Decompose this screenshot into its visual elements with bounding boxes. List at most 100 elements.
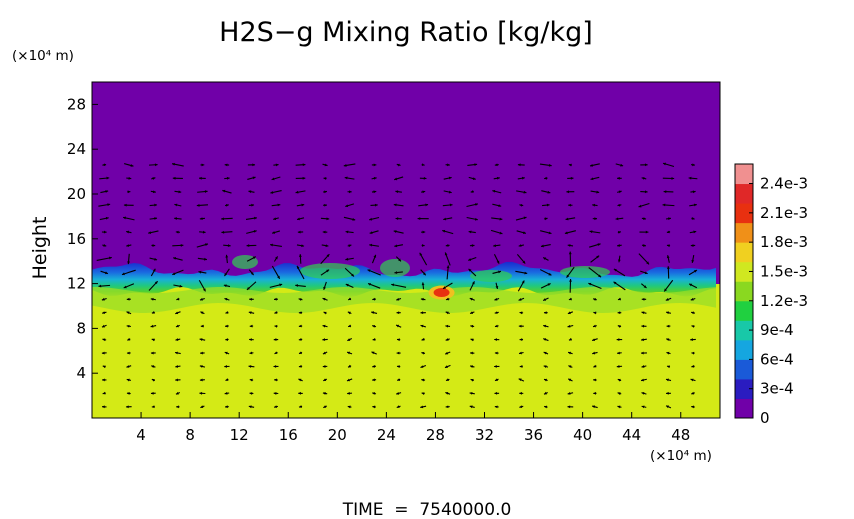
- velocity-arrow-head: [691, 364, 695, 368]
- velocity-arrow-head: [301, 203, 305, 207]
- velocity-arrow-head: [494, 365, 497, 368]
- velocity-arrow-head: [246, 244, 250, 248]
- velocity-arrow-head: [204, 190, 208, 193]
- velocity-arrow-head: [494, 163, 498, 167]
- velocity-arrow-head: [199, 176, 202, 180]
- velocity-arrow-head: [345, 230, 349, 234]
- velocity-arrow-head: [643, 243, 646, 247]
- velocity-arrow-head: [565, 217, 569, 221]
- velocity-arrow-head: [523, 216, 527, 220]
- x-tick-label: 40: [573, 426, 592, 444]
- velocity-arrow-head: [298, 364, 302, 368]
- velocity-arrow-head: [519, 203, 523, 207]
- velocity-arrow-head: [351, 273, 355, 277]
- velocity-arrow-head: [395, 190, 399, 194]
- colorbar-label: 1.5e-3: [760, 262, 808, 280]
- velocity-arrow-head: [249, 351, 253, 355]
- velocity-arrow-head: [469, 391, 473, 395]
- velocity-arrow-head: [617, 378, 621, 382]
- velocity-arrow-head: [175, 338, 179, 341]
- velocity-arrow-head: [151, 405, 155, 409]
- velocity-arrow-head: [443, 217, 447, 221]
- y-tick-label: 12: [67, 275, 86, 293]
- velocity-arrow-head: [248, 190, 252, 194]
- velocity-arrow-head: [398, 258, 401, 262]
- velocity-arrow-head: [102, 365, 106, 369]
- velocity-arrow-head: [373, 254, 377, 258]
- velocity-arrow-head: [665, 378, 669, 382]
- velocity-arrow-head: [371, 311, 375, 315]
- velocity-arrow-head: [396, 311, 400, 315]
- velocity-arrow-head: [593, 298, 596, 301]
- velocity-arrow-head: [422, 272, 426, 276]
- velocity-arrow-head: [253, 230, 257, 233]
- velocity-arrow-head: [690, 297, 694, 301]
- velocity-arrow-head: [372, 392, 376, 395]
- velocity-arrow-head: [101, 351, 105, 355]
- velocity-arrow-head: [174, 217, 177, 220]
- velocity-arrow-head: [199, 338, 203, 341]
- velocity-arrow-head: [108, 256, 112, 260]
- velocity-arrow-head: [105, 190, 109, 193]
- velocity-arrow-head: [394, 244, 398, 248]
- velocity-arrow-head: [150, 351, 154, 355]
- velocity-arrow-head: [518, 324, 522, 328]
- velocity-arrow-head: [347, 351, 351, 355]
- colorbar-segment: [735, 339, 753, 360]
- velocity-arrow-head: [152, 177, 156, 180]
- velocity-arrow-head: [498, 204, 502, 208]
- velocity-arrow-head: [568, 163, 572, 167]
- velocity-arrow-head: [423, 176, 427, 180]
- velocity-arrow-head: [373, 176, 377, 180]
- velocity-arrow-head: [448, 176, 452, 180]
- velocity-arrow-head: [154, 203, 158, 207]
- velocity-arrow-head: [393, 230, 397, 233]
- velocity-arrow-head: [568, 203, 571, 207]
- velocity-arrow-head: [152, 190, 156, 194]
- velocity-arrow-head: [666, 338, 670, 342]
- velocity-arrow-head: [397, 365, 400, 368]
- velocity-arrow-head: [98, 284, 102, 288]
- velocity-arrow-head: [667, 365, 670, 369]
- velocity-arrow-head: [519, 364, 523, 368]
- velocity-arrow-head: [544, 378, 547, 382]
- velocity-arrow-head: [279, 283, 283, 287]
- velocity-arrow-head: [373, 163, 377, 167]
- velocity-arrow-head: [323, 311, 327, 315]
- velocity-arrow-head: [442, 286, 446, 289]
- velocity-arrow-head: [273, 217, 277, 221]
- velocity-arrow-head: [103, 230, 107, 234]
- plot-frame: [91, 81, 721, 419]
- velocity-arrow-head: [302, 176, 306, 180]
- velocity-arrow-head: [225, 311, 229, 314]
- velocity-arrow-head: [468, 230, 472, 234]
- velocity-arrow-head: [472, 177, 476, 180]
- velocity-arrow-head: [421, 282, 425, 286]
- colorbar-segment: [735, 222, 753, 243]
- velocity-arrow-head: [295, 190, 299, 194]
- velocity-arrow-head: [352, 217, 356, 221]
- velocity-arrow-head: [154, 257, 158, 261]
- velocity-arrow-head: [548, 272, 552, 276]
- velocity-arrow-head: [372, 324, 376, 328]
- velocity-arrow-head: [543, 298, 547, 301]
- velocity-arrow-head: [617, 297, 621, 301]
- colorbar-segment: [735, 378, 753, 399]
- velocity-arrow-head: [588, 282, 592, 286]
- velocity-arrow-head: [151, 311, 155, 314]
- velocity-arrow-head: [348, 324, 352, 328]
- velocity-arrow-head: [347, 311, 351, 315]
- velocity-arrow-head: [202, 288, 206, 292]
- velocity-arrow-head: [225, 254, 229, 258]
- velocity-arrow-head: [644, 190, 648, 194]
- colorbar-segment: [735, 300, 753, 321]
- velocity-arrow-head: [273, 365, 277, 368]
- velocity-arrow-head: [107, 203, 111, 207]
- x-tick-label: 4: [136, 426, 146, 444]
- velocity-arrow-head: [690, 338, 693, 342]
- velocity-arrow-head: [421, 337, 425, 341]
- velocity-arrow-head: [567, 324, 571, 328]
- velocity-arrow-head: [641, 378, 644, 382]
- velocity-arrow-head: [372, 378, 375, 382]
- velocity-arrow-head: [396, 351, 400, 355]
